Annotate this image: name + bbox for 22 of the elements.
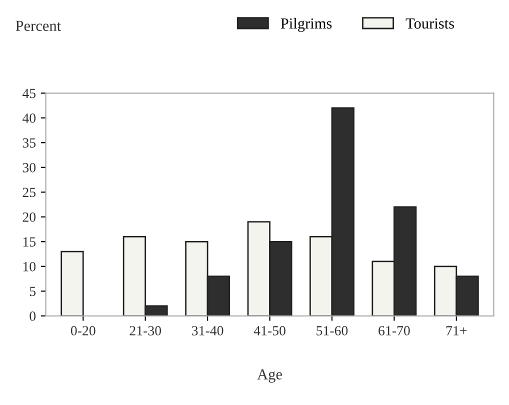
- y-tick-label: 40: [22, 113, 36, 123]
- x-tick-label: 31-40: [192, 326, 224, 336]
- bar: [60, 250, 84, 316]
- y-tick-label: 5: [30, 286, 36, 296]
- legend-label: Tourists: [406, 18, 454, 29]
- x-tick-label: 61-70: [378, 326, 410, 336]
- x-tick-label: 21-30: [130, 326, 162, 336]
- y-tick-label: 45: [22, 88, 36, 98]
- y-tick-label: 30: [22, 162, 36, 172]
- y-tick-label: 35: [22, 138, 36, 148]
- y-tick-label: 0: [30, 311, 36, 321]
- x-tick-label: 0-20: [70, 326, 96, 336]
- x-tick-label: 41-50: [254, 326, 286, 336]
- y-tick-label: 10: [23, 262, 36, 272]
- y-tick-label: 15: [23, 237, 36, 247]
- legend-label: Pilgrims: [280, 18, 332, 32]
- x-tick-label: 71+: [446, 326, 467, 336]
- y-tick-label: 25: [22, 188, 36, 198]
- x-tick-label: 51-60: [316, 326, 348, 336]
- y-tick-label: 20: [22, 212, 36, 222]
- y-axis-title: Percent: [16, 20, 61, 31]
- x-axis-title: Age: [257, 369, 282, 383]
